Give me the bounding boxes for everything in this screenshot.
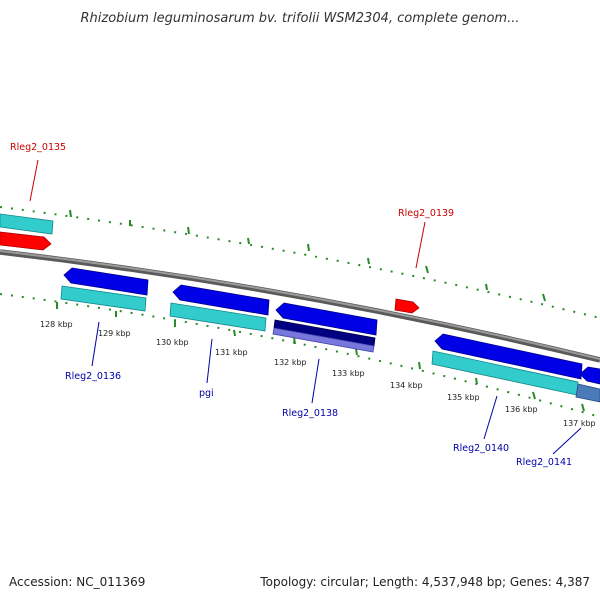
tick-label: 135 kbp [447, 393, 480, 402]
map-title: Rhizobium leguminosarum bv. trifolii WSM… [81, 11, 520, 26]
leader-line [29, 159, 39, 202]
upper-major-tick [187, 226, 190, 235]
tick-label: 128 kbp [40, 320, 73, 329]
gene-label-rleg2-0138[interactable]: Rleg2_0138 [282, 408, 338, 419]
tick-label: 137 kbp [563, 419, 596, 428]
tick-label: 132 kbp [274, 358, 307, 367]
cds-rleg2-0136[interactable] [60, 285, 147, 312]
reverse-gene-pgi[interactable] [172, 284, 270, 316]
leader-line [311, 358, 320, 404]
upper-minor-tick [247, 237, 250, 245]
lower-tick-track [0, 293, 600, 418]
lower-minor-tick [475, 377, 478, 385]
leader-line [415, 221, 426, 269]
lower-minor-tick [355, 348, 358, 356]
gene-label-rleg2-0139[interactable]: Rleg2_0139 [398, 208, 454, 219]
reverse-gene-rleg2-0136[interactable] [63, 267, 149, 296]
upper-minor-tick [367, 257, 370, 265]
cds-rleg2-0135[interactable] [0, 213, 54, 235]
upper-tick-track [0, 206, 600, 319]
upper-major-tick [542, 293, 546, 302]
cds-rleg2-0141[interactable] [575, 383, 600, 403]
tick-label: 129 kbp [98, 329, 131, 338]
accession-text: Accession: NC_011369 [9, 575, 145, 589]
leader-line [206, 338, 213, 384]
tick-label: 130 kbp [156, 338, 189, 347]
reverse-gene-rleg2-0141[interactable] [579, 366, 600, 385]
gene-label-rleg2-0136[interactable]: Rleg2_0136 [65, 371, 121, 382]
reverse-gene-rleg2-0138[interactable] [275, 302, 378, 336]
gene-label-rleg2-0135[interactable]: Rleg2_0135 [10, 142, 66, 153]
forward-gene-rleg2-0139[interactable] [394, 298, 420, 314]
leader-line [91, 321, 100, 367]
upper-major-tick [307, 243, 310, 252]
upper-major-tick [425, 265, 429, 274]
lower-major-tick [532, 391, 536, 400]
tick-label: 134 kbp [390, 381, 423, 390]
gene-label-rleg2-0141[interactable]: Rleg2_0141 [516, 457, 572, 468]
leader-line [483, 395, 498, 440]
lower-minor-tick [233, 329, 236, 337]
genome-backbone-highlight [0, 250, 600, 360]
lower-major-tick [418, 361, 421, 370]
cds-rleg2-0138-fragment[interactable] [272, 327, 375, 353]
gene-label-pgi[interactable]: pgi [199, 388, 214, 399]
forward-gene-rleg2-0135[interactable] [0, 231, 52, 251]
upper-major-tick [69, 209, 72, 218]
gene-label-rleg2-0140[interactable]: Rleg2_0140 [453, 443, 509, 454]
tick-label: 136 kbp [505, 405, 538, 414]
reverse-gene-rleg2-0140[interactable] [434, 333, 583, 380]
genome-summary-text: Topology: circular; Length: 4,537,948 bp… [259, 575, 590, 589]
leader-line [552, 427, 582, 455]
cds-pgi[interactable] [169, 302, 267, 332]
lower-minor-tick [581, 403, 585, 412]
upper-minor-tick [485, 283, 488, 291]
tick-label: 133 kbp [332, 369, 365, 378]
tick-label: 131 kbp [215, 348, 248, 357]
